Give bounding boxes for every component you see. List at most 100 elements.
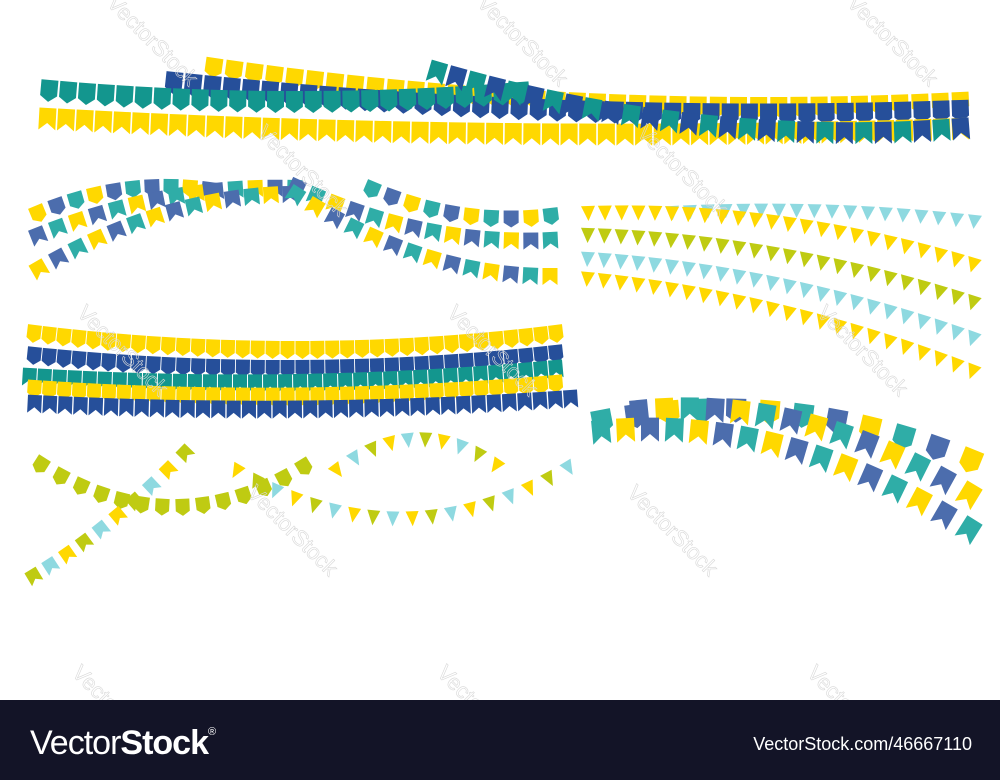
flag	[503, 329, 519, 348]
top-teal-pennants	[40, 79, 530, 114]
flag	[194, 496, 211, 514]
flag	[26, 324, 42, 343]
flag	[112, 111, 131, 135]
flag	[161, 386, 176, 405]
flag	[440, 396, 456, 416]
flag	[72, 476, 91, 495]
flag	[659, 109, 680, 134]
flag	[220, 339, 236, 358]
flag	[56, 108, 76, 132]
flag	[414, 383, 429, 402]
flag	[917, 313, 932, 330]
flag	[464, 70, 487, 97]
flag	[423, 199, 441, 218]
registered-mark: ®	[207, 726, 216, 738]
flag	[41, 347, 57, 367]
flag	[235, 359, 250, 378]
logo-light-text: Vector	[30, 724, 121, 762]
flag	[542, 268, 558, 285]
flag	[354, 339, 370, 358]
flag	[548, 374, 564, 393]
flag	[715, 265, 730, 282]
flag	[187, 114, 206, 138]
flag	[884, 303, 898, 320]
flag	[323, 90, 341, 113]
flag	[968, 329, 982, 347]
flag	[226, 400, 241, 419]
flag	[73, 396, 88, 416]
cross-diagonal	[24, 443, 196, 587]
flag	[533, 345, 549, 365]
flag	[562, 93, 584, 119]
flag	[379, 398, 395, 418]
flag	[88, 397, 104, 416]
vectorstock-logo[interactable]: VectorStock®	[30, 724, 216, 763]
br-swallows-1	[629, 397, 983, 511]
flag	[160, 336, 176, 356]
flag	[597, 252, 612, 269]
flag	[680, 397, 699, 422]
flag	[951, 288, 965, 306]
flag	[86, 351, 102, 371]
flag	[760, 430, 784, 459]
flag	[419, 432, 433, 448]
flag	[190, 338, 206, 357]
dense-yellow-lower	[27, 374, 564, 406]
flag	[581, 271, 595, 287]
flag	[934, 283, 949, 301]
flag	[214, 491, 232, 511]
flag	[688, 419, 709, 445]
flag	[540, 469, 553, 487]
flag	[679, 111, 699, 136]
flag	[483, 209, 500, 227]
flag	[131, 385, 146, 404]
flag	[654, 397, 675, 423]
flag	[262, 186, 279, 205]
flag	[893, 120, 912, 144]
flag	[417, 87, 436, 110]
flag	[523, 84, 545, 111]
flag	[503, 210, 519, 228]
flag	[210, 89, 228, 112]
flag	[345, 449, 360, 466]
flag	[443, 367, 459, 387]
flag	[134, 86, 153, 109]
flag	[57, 544, 78, 565]
flag	[789, 203, 804, 218]
flag	[168, 113, 187, 137]
flag	[26, 346, 42, 365]
flag	[503, 363, 519, 383]
flag	[913, 100, 931, 124]
flag	[96, 83, 115, 107]
flag	[804, 413, 829, 442]
flag	[224, 116, 243, 139]
flag	[455, 85, 474, 108]
flag	[843, 205, 858, 220]
image-reference[interactable]: VectorStock.com/46667110	[753, 734, 972, 754]
flag	[310, 340, 325, 359]
flag	[816, 121, 834, 145]
flag	[757, 119, 776, 143]
flag	[325, 340, 340, 359]
flag	[798, 103, 816, 126]
flag	[473, 351, 489, 371]
flag	[399, 337, 415, 357]
flag	[597, 205, 612, 221]
flag	[901, 338, 915, 356]
flag	[384, 338, 400, 357]
flag	[559, 458, 573, 475]
flag	[732, 293, 747, 310]
flag	[155, 498, 170, 516]
flag	[504, 123, 522, 146]
flag	[467, 122, 485, 145]
flag	[518, 347, 534, 367]
flag	[59, 80, 78, 104]
flag	[107, 199, 127, 220]
flag	[929, 465, 957, 496]
flag	[56, 381, 72, 400]
flag	[867, 230, 881, 247]
flag	[265, 65, 284, 86]
flag	[483, 230, 500, 249]
dense-yellow-pennants	[26, 324, 564, 359]
flag	[614, 253, 629, 270]
